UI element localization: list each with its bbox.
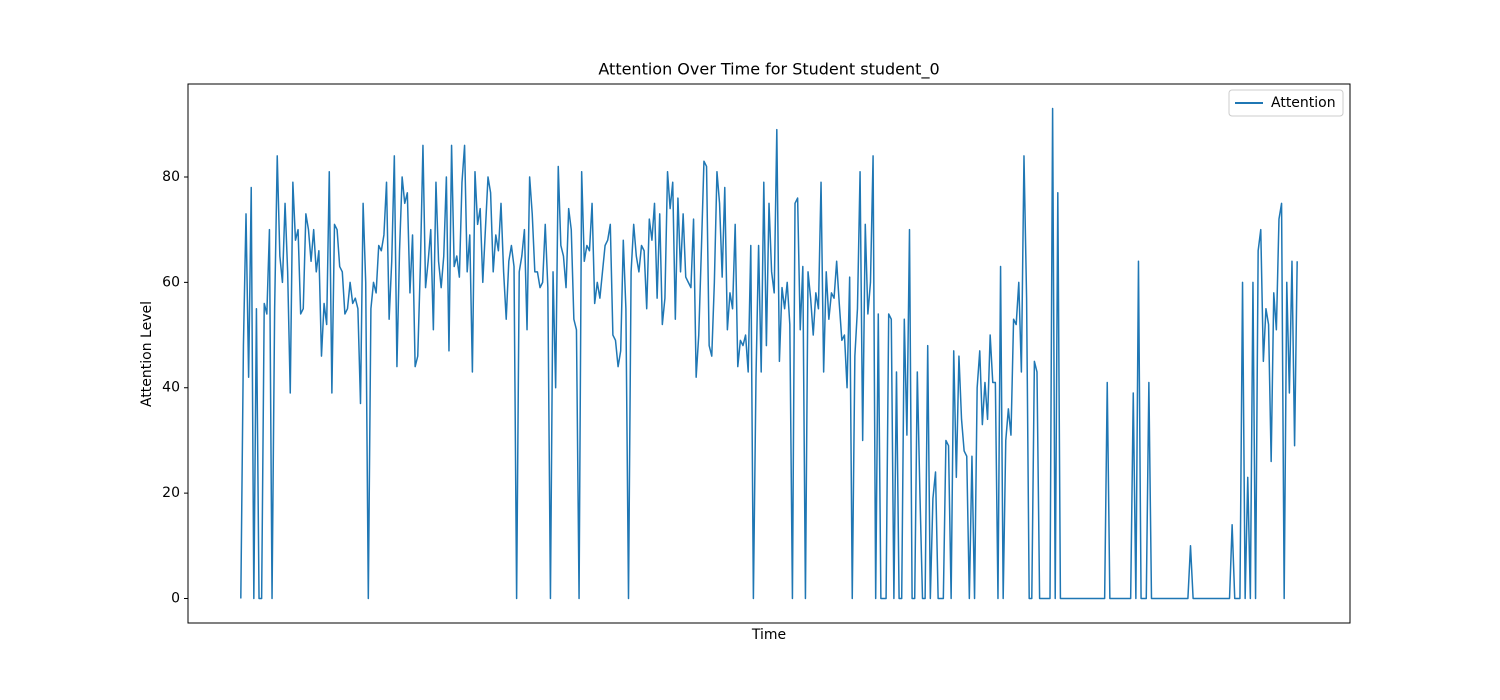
y-tick-label: 0: [171, 591, 180, 607]
plot-frame: [187, 83, 1351, 624]
legend-label: Attention: [1271, 95, 1336, 111]
data-line: [240, 107, 1298, 600]
y-tick-label: 80: [162, 169, 180, 185]
chart-title: Attention Over Time for Student student_…: [598, 60, 939, 80]
y-tick-label: 60: [162, 274, 180, 290]
x-axis-label: Time: [751, 627, 786, 643]
legend-box: [1228, 89, 1344, 117]
y-tick-label: 40: [162, 380, 180, 396]
y-axis-label: Attention Level: [139, 301, 155, 407]
y-tick-label: 20: [162, 485, 180, 501]
